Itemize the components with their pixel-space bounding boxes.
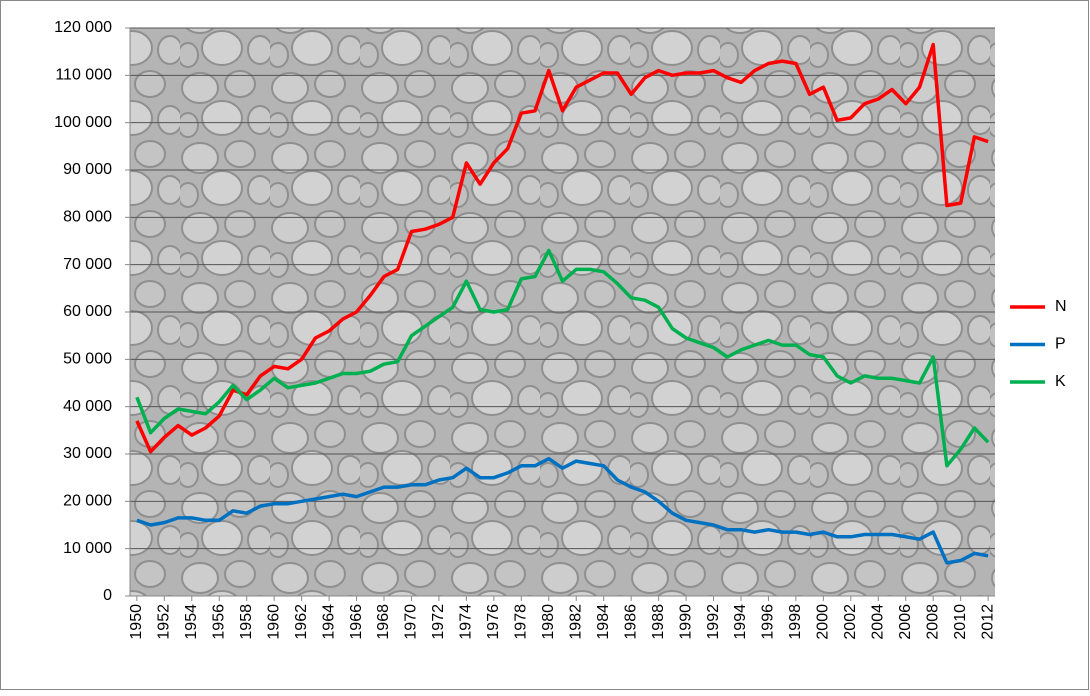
- x-tick-label: 1958: [238, 604, 255, 640]
- legend-label: N: [1055, 298, 1067, 315]
- x-tick-label: 1982: [567, 604, 584, 640]
- y-tick-label: 50 000: [63, 351, 112, 368]
- x-tick-label: 2002: [842, 604, 859, 640]
- y-tick-label: 80 000: [63, 209, 112, 226]
- x-tick-label: 1964: [320, 604, 337, 640]
- x-tick-label: 1994: [732, 604, 749, 640]
- x-tick-label: 2004: [870, 604, 887, 640]
- x-tick-label: 1992: [705, 604, 722, 640]
- series-line: [136, 456, 989, 565]
- x-tick-label: 2010: [952, 604, 969, 640]
- x-tick-label: 1962: [293, 604, 310, 640]
- y-tick-label: 10 000: [63, 540, 112, 557]
- y-tick-label: 120 000: [54, 19, 112, 36]
- y-tick-label: 30 000: [63, 445, 112, 462]
- x-tick-label: 1954: [183, 604, 200, 640]
- x-tick-label: 2006: [897, 604, 914, 640]
- x-tick-label: 2008: [924, 604, 941, 640]
- x-tick-label: 1998: [787, 604, 804, 640]
- series-line: [135, 42, 989, 454]
- x-tick-label: 1986: [622, 604, 639, 640]
- x-tick-label: 1970: [403, 604, 420, 640]
- y-tick-label: 20 000: [63, 493, 112, 510]
- x-tick-label: 1976: [485, 604, 502, 640]
- x-tick-label: 1988: [650, 604, 667, 640]
- x-tick-label: 2012: [979, 604, 996, 640]
- x-tick-label: 1980: [540, 604, 557, 640]
- x-tick-label: 1952: [156, 604, 173, 640]
- legend-label: P: [1055, 336, 1066, 353]
- x-tick-label: 1966: [348, 604, 365, 640]
- y-tick-label: 60 000: [63, 303, 112, 320]
- series-line: [135, 248, 990, 468]
- legend-label: K: [1055, 373, 1066, 390]
- x-tick-label: 1990: [677, 604, 694, 640]
- x-tick-label: 2000: [815, 604, 832, 640]
- y-tick-label: 0: [103, 587, 112, 604]
- y-tick-label: 110 000: [55, 67, 112, 84]
- x-tick-label: 1974: [458, 604, 475, 640]
- x-tick-label: 1984: [595, 604, 612, 640]
- y-tick-label: 100 000: [54, 114, 112, 131]
- y-tick-label: 90 000: [63, 161, 112, 178]
- x-tick-label: 1972: [430, 604, 447, 640]
- x-tick-label: 1968: [375, 604, 392, 640]
- x-tick-label: 1950: [128, 604, 145, 640]
- y-tick-label: 70 000: [63, 256, 112, 273]
- y-tick-label: 40 000: [63, 398, 112, 415]
- x-tick-label: 1956: [210, 604, 227, 640]
- x-tick-label: 1978: [513, 604, 530, 640]
- x-tick-label: 1996: [760, 604, 777, 640]
- x-tick-label: 1960: [265, 604, 282, 640]
